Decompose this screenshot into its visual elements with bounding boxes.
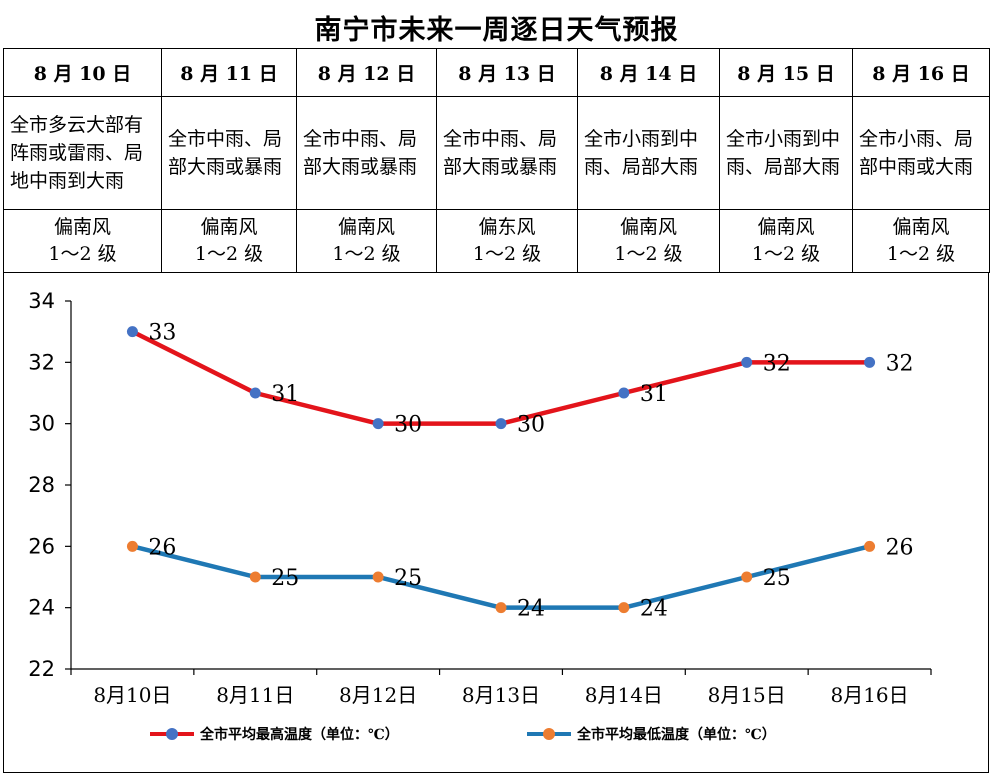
date-cell-3: 8 月 12 日 bbox=[296, 48, 437, 97]
y-tick-label: 30 bbox=[28, 412, 55, 436]
data-point bbox=[495, 602, 507, 614]
y-tick-label: 34 bbox=[28, 289, 55, 313]
wind-direction: 偏南风 bbox=[892, 216, 950, 238]
y-tick-label: 22 bbox=[28, 657, 55, 681]
data-point bbox=[372, 571, 384, 583]
wind-cell-6: 偏南风 1～2 级 bbox=[719, 209, 853, 273]
weather-cell-5: 全市小雨到中雨、局部大雨 bbox=[577, 96, 720, 210]
wind-row: 偏南风 1～2 级 偏南风 1～2 级 偏南风 1～2 级 偏东风 1～2 级 偏南风 1… bbox=[3, 209, 990, 273]
data-point bbox=[249, 571, 261, 583]
legend-marker-low bbox=[543, 728, 555, 740]
wind-cell-7: 偏南风 1～2 级 bbox=[852, 209, 990, 273]
wind-cell-3: 偏南风 1～2 级 bbox=[296, 209, 437, 273]
data-label: 31 bbox=[640, 382, 668, 407]
legend-label-low: 全市平均最低温度（单位：℃） bbox=[577, 727, 776, 743]
data-label: 24 bbox=[640, 597, 668, 622]
wind-direction: 偏东风 bbox=[478, 216, 536, 238]
date-row: 8 月 10 日 8 月 11 日 8 月 12 日 8 月 13 日 8 月 … bbox=[3, 48, 990, 97]
wind-direction: 偏南风 bbox=[619, 216, 677, 238]
data-point bbox=[495, 418, 507, 430]
legend-item-high: 全市平均最高温度（单位：℃） bbox=[150, 723, 399, 745]
wind-cell-5: 偏南风 1～2 级 bbox=[577, 209, 720, 273]
data-label: 33 bbox=[148, 321, 176, 346]
data-point bbox=[618, 602, 630, 614]
data-label: 30 bbox=[517, 413, 545, 438]
series-line-1 bbox=[130, 544, 872, 610]
wind-level: 1～2 级 bbox=[194, 243, 264, 265]
data-label: 32 bbox=[886, 351, 914, 376]
date-cell-6: 8 月 15 日 bbox=[719, 48, 853, 97]
wind-level: 1～2 级 bbox=[751, 243, 821, 265]
wind-direction: 偏南风 bbox=[337, 216, 395, 238]
weather-cell-2: 全市中雨、局部大雨或暴雨 bbox=[161, 96, 297, 210]
data-point bbox=[126, 326, 138, 338]
weather-cell-1: 全市多云大部有阵雨或雷雨、局地中雨到大雨 bbox=[3, 96, 162, 210]
wind-cell-1: 偏南风 1～2 级 bbox=[3, 209, 162, 273]
date-cell-1: 8 月 10 日 bbox=[3, 48, 162, 97]
temperature-chart: 22 24 26 28 30 32 34 8月10日 8月11日 8月12日 8月13日 8月14日 8… bbox=[3, 272, 989, 773]
legend-swatch-low bbox=[527, 728, 571, 740]
y-tick-label: 28 bbox=[28, 473, 55, 497]
wind-level: 1～2 级 bbox=[472, 243, 542, 265]
legend-swatch-high bbox=[150, 728, 194, 740]
data-point bbox=[741, 356, 753, 368]
y-tick-label: 24 bbox=[28, 596, 55, 620]
data-label: 31 bbox=[271, 382, 299, 407]
x-tick-label: 8月16日 bbox=[830, 683, 908, 707]
data-label: 30 bbox=[394, 413, 422, 438]
weather-cell-4: 全市中雨、局部大雨或暴雨 bbox=[436, 96, 578, 210]
weather-row: 全市多云大部有阵雨或雷雨、局地中雨到大雨 全市中雨、局部大雨或暴雨 全市中雨、局… bbox=[3, 96, 990, 210]
weather-cell-6: 全市小雨到中雨、局部大雨 bbox=[719, 96, 853, 210]
date-cell-7: 8 月 16 日 bbox=[852, 48, 990, 97]
data-label: 25 bbox=[271, 566, 299, 591]
data-label: 25 bbox=[763, 566, 791, 591]
wind-level: 1～2 级 bbox=[48, 243, 117, 265]
data-point bbox=[741, 571, 753, 583]
legend-item-low: 全市平均最低温度（单位：℃） bbox=[527, 723, 776, 745]
date-cell-4: 8 月 13 日 bbox=[436, 48, 578, 97]
x-tick-label: 8月15日 bbox=[708, 683, 786, 707]
wind-cell-2: 偏南风 1～2 级 bbox=[161, 209, 297, 273]
page-title: 南宁市未来一周逐日天气预报 bbox=[314, 15, 679, 46]
wind-level: 1～2 级 bbox=[886, 243, 956, 265]
data-label: 25 bbox=[394, 566, 422, 591]
x-tick-label: 8月10日 bbox=[93, 683, 171, 707]
data-label: 26 bbox=[148, 535, 176, 560]
x-tick-label: 8月11日 bbox=[216, 683, 294, 707]
date-cell-2: 8 月 11 日 bbox=[161, 48, 297, 97]
date-cell-5: 8 月 14 日 bbox=[577, 48, 720, 97]
wind-level: 1～2 级 bbox=[332, 243, 401, 265]
x-tick-label: 8月14日 bbox=[585, 683, 663, 707]
data-point bbox=[126, 540, 138, 552]
y-tick-label: 32 bbox=[28, 350, 55, 374]
data-label: 26 bbox=[886, 535, 914, 560]
x-tick-label: 8月12日 bbox=[339, 683, 417, 707]
weather-cell-3: 全市中雨、局部大雨或暴雨 bbox=[296, 96, 437, 210]
data-point bbox=[864, 356, 876, 368]
data-label: 24 bbox=[517, 597, 545, 622]
data-point bbox=[618, 387, 630, 399]
x-tick-label: 8月13日 bbox=[462, 683, 540, 707]
data-label: 32 bbox=[763, 351, 791, 376]
chart-canvas: 22 24 26 28 30 32 34 8月10日 8月11日 8月12日 8月13日 8月14日 8… bbox=[28, 289, 932, 707]
forecast-table: 8 月 10 日 8 月 11 日 8 月 12 日 8 月 13 日 8 月 … bbox=[3, 48, 990, 273]
data-point bbox=[249, 387, 261, 399]
weather-cell-7: 全市小雨、局部中雨或大雨 bbox=[852, 96, 990, 210]
legend-marker-high bbox=[166, 728, 178, 740]
legend-label-high: 全市平均最高温度（单位：℃） bbox=[200, 727, 399, 743]
wind-cell-4: 偏东风 1～2 级 bbox=[436, 209, 578, 273]
series-line-0 bbox=[130, 329, 872, 426]
data-point bbox=[864, 540, 876, 552]
wind-level: 1～2 级 bbox=[614, 243, 683, 265]
wind-direction: 偏南风 bbox=[200, 216, 258, 238]
y-tick-label: 26 bbox=[28, 534, 55, 558]
data-point bbox=[372, 418, 384, 430]
wind-direction: 偏南风 bbox=[53, 216, 111, 238]
wind-direction: 偏南风 bbox=[757, 216, 815, 238]
